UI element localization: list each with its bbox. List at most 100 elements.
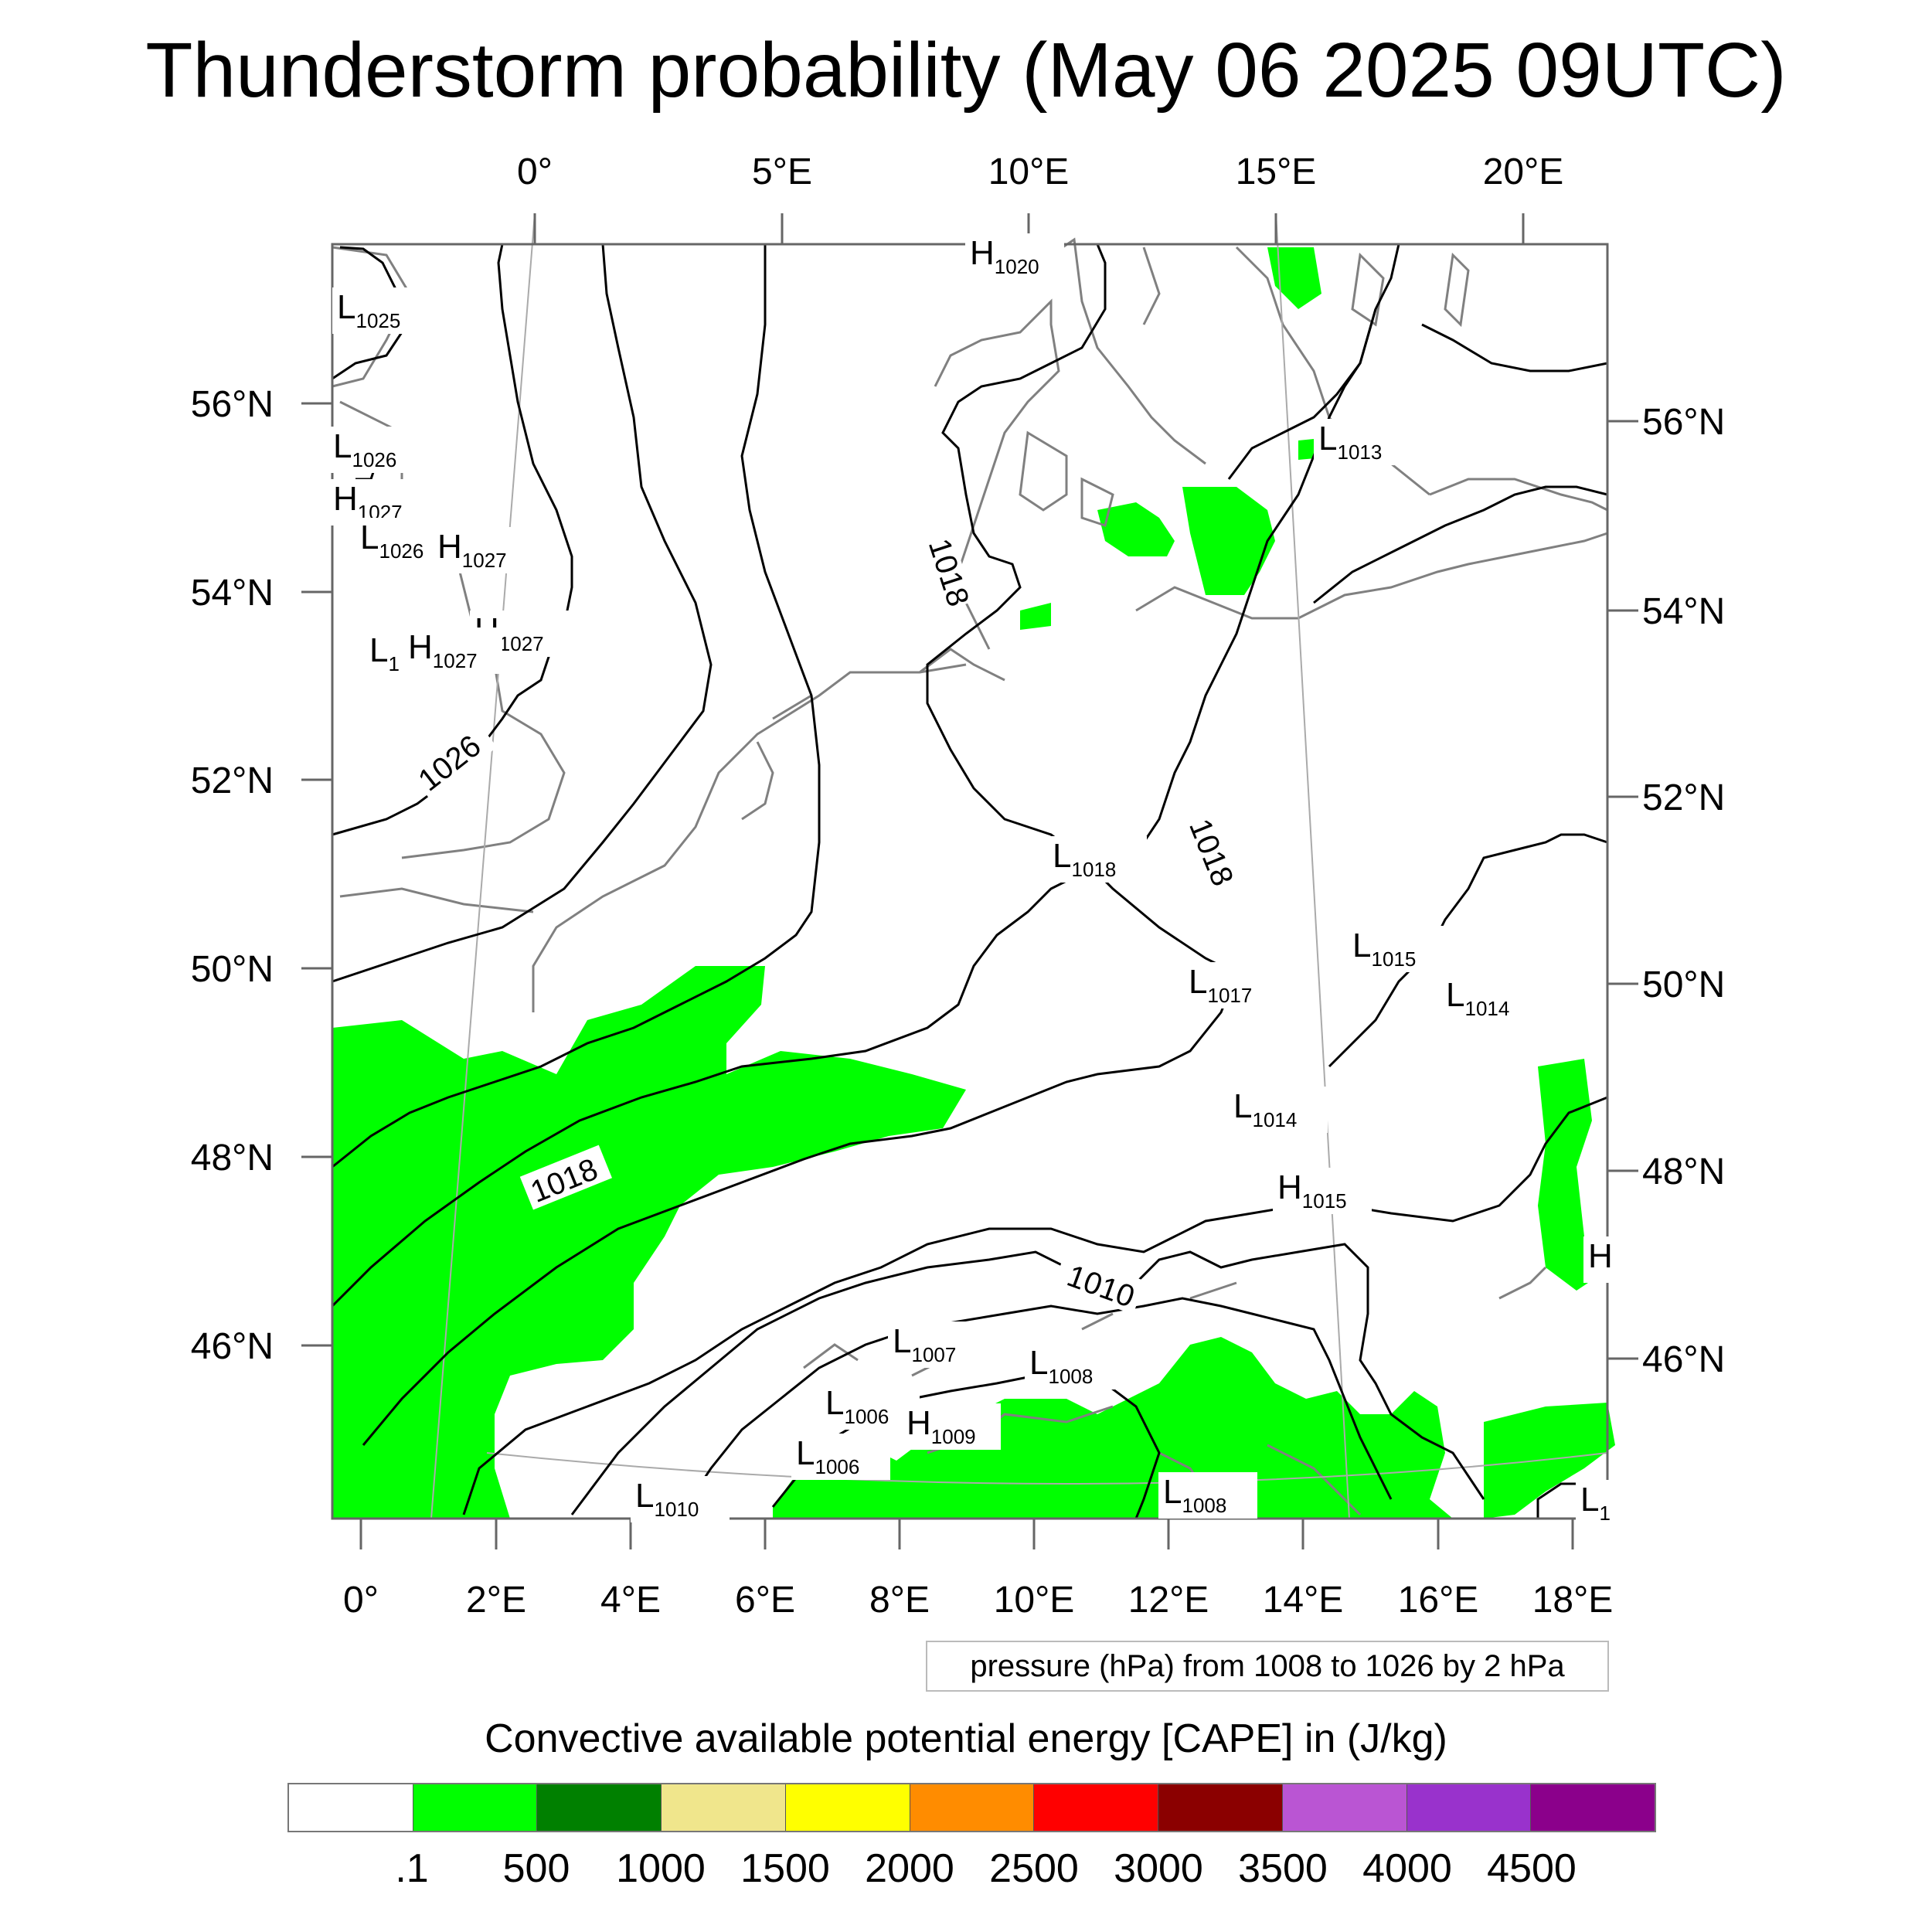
pressure-legend-box: pressure (hPa) from 1008 to 1026 by 2 hP… — [926, 1641, 1609, 1692]
pressure-center-value: 1026 — [379, 539, 423, 563]
isobar-1024 — [332, 243, 713, 983]
left-lat-label: 50°N — [191, 949, 274, 990]
isobar-1016-ne — [1421, 323, 1608, 372]
pressure-center-value: 1018 — [1071, 858, 1116, 881]
isobar-1016 — [462, 1096, 1608, 1515]
pressure-center-value: 1015 — [1371, 947, 1416, 971]
pressure-center-value: 1014 — [1464, 997, 1509, 1020]
pressure-center-bg — [1314, 419, 1413, 465]
bottom-lon-label: 2°E — [466, 1580, 526, 1621]
pressure-center-label: L1 — [369, 631, 400, 675]
colorbar-swatch — [1034, 1784, 1159, 1831]
bottom-lon-label: 6°E — [735, 1580, 795, 1621]
isobar-label-bg — [913, 520, 975, 613]
pressure-center-bg — [1184, 962, 1283, 1009]
bottom-lon-label: 0° — [343, 1580, 379, 1621]
cape-area-east2 — [1538, 1059, 1600, 1291]
pressure-center-bg — [403, 628, 502, 674]
pressure-center-value: 1015 — [1302, 1189, 1347, 1213]
cape-area-north — [1097, 502, 1175, 556]
pressure-center-value: 1027 — [462, 549, 507, 572]
colorbar-label: .1 — [395, 1846, 429, 1891]
pressure-center-label: L1025 — [337, 288, 400, 332]
pressure-center-bg — [1576, 1480, 1624, 1526]
colorbar-label: 3000 — [1114, 1846, 1203, 1891]
colorbar-label: 2000 — [865, 1846, 954, 1891]
pressure-center-value: 1008 — [1182, 1494, 1226, 1517]
isobar-1012 — [570, 1243, 1485, 1515]
pressure-center-bg — [433, 527, 532, 573]
cape-area-south — [773, 1337, 1453, 1519]
top-lon-label: 15°E — [1236, 151, 1317, 192]
isobar-label-bg — [1053, 1251, 1145, 1315]
bottom-lon-label: 18°E — [1532, 1580, 1614, 1621]
bottom-lon-label: 16°E — [1398, 1580, 1479, 1621]
cape-colorbar-title: Convective available potential energy [C… — [485, 1716, 1447, 1761]
top-lon-label: 0° — [517, 151, 553, 192]
right-lat-label: 56°N — [1642, 402, 1725, 443]
right-lat-label: 54°N — [1642, 591, 1725, 632]
colorbar-label: 2500 — [989, 1846, 1079, 1891]
pressure-center-bg — [1583, 1236, 1614, 1283]
pressure-center-value: 1026 — [352, 448, 396, 471]
pressure-center-bg — [1273, 1168, 1372, 1214]
isobar-1014-north — [1227, 308, 1377, 480]
bottom-lon-label: 4°E — [600, 1580, 661, 1621]
isobar-1022 — [332, 244, 821, 1168]
isobar-label-bg — [519, 1145, 612, 1210]
colorbar-swatch — [1406, 1784, 1532, 1831]
cape-area-north2 — [1182, 487, 1275, 595]
top-lon-label: 10°E — [988, 151, 1070, 192]
pressure-center-value: 1017 — [1207, 984, 1252, 1007]
isobar-label-bg — [1174, 800, 1240, 893]
pressure-center-bg — [332, 287, 431, 334]
pressure-center-value: 1027 — [433, 649, 478, 672]
pressure-center-bg — [1158, 1472, 1257, 1519]
right-lat-label: 52°N — [1642, 777, 1725, 818]
meridian-0 — [430, 213, 536, 1519]
cape-area-east — [1484, 1403, 1615, 1519]
tick-marks — [301, 213, 1638, 1549]
isobar-1014-east — [1313, 485, 1608, 604]
pressure-center-bg — [1229, 1087, 1328, 1133]
pressure-center-value: 1006 — [844, 1405, 889, 1428]
coast-netherlands — [741, 694, 812, 821]
top-lon-label: 20°E — [1483, 151, 1564, 192]
bottom-lon-label: 12°E — [1128, 1580, 1209, 1621]
pressure-center-label: L1013 — [1318, 420, 1382, 464]
pressure-center-bg — [1025, 1343, 1124, 1389]
pressure-center-label: H — [1588, 1237, 1613, 1275]
pressure-center-value: 1027 — [499, 632, 544, 655]
coast-alps-lakes — [803, 1281, 1237, 1377]
left-lat-label: 54°N — [191, 573, 274, 614]
top-lon-label: 5°E — [752, 151, 812, 192]
pressure-center-bg — [631, 1476, 730, 1522]
colorbar-label: 1000 — [616, 1846, 706, 1891]
pressure-center-value: 1025 — [355, 309, 400, 332]
colorbar-swatch — [1282, 1784, 1407, 1831]
pressure-center-label: L1008 — [1029, 1344, 1093, 1388]
parallel-45n — [486, 1452, 1608, 1485]
pressure-center-bg — [791, 1434, 890, 1480]
colorbar-label: 3500 — [1238, 1846, 1328, 1891]
right-lat-label: 48°N — [1642, 1151, 1725, 1192]
coast-uk-south — [339, 887, 534, 913]
pressure-center-bg — [965, 233, 1064, 280]
pressure-center-bg — [888, 1321, 987, 1368]
colorbar-swatch — [910, 1784, 1035, 1831]
coast-lake-balaton — [1498, 1266, 1547, 1300]
cape-colorbar — [287, 1783, 1656, 1832]
colorbar-label: 1500 — [740, 1846, 830, 1891]
coast-baltic-east — [1429, 478, 1608, 512]
cape-area-west — [332, 966, 966, 1519]
left-lat-label: 52°N — [191, 760, 274, 801]
pressure-center-value: 1 — [388, 652, 399, 675]
colorbar-swatch — [1158, 1784, 1283, 1831]
pressure-center-value: 1008 — [1048, 1365, 1093, 1388]
colorbar-swatch — [289, 1784, 413, 1831]
colorbar-label: 500 — [502, 1846, 570, 1891]
pressure-center-value: 1014 — [1252, 1108, 1297, 1131]
coast-germany — [919, 648, 1005, 682]
colorbar-swatch — [413, 1784, 538, 1831]
